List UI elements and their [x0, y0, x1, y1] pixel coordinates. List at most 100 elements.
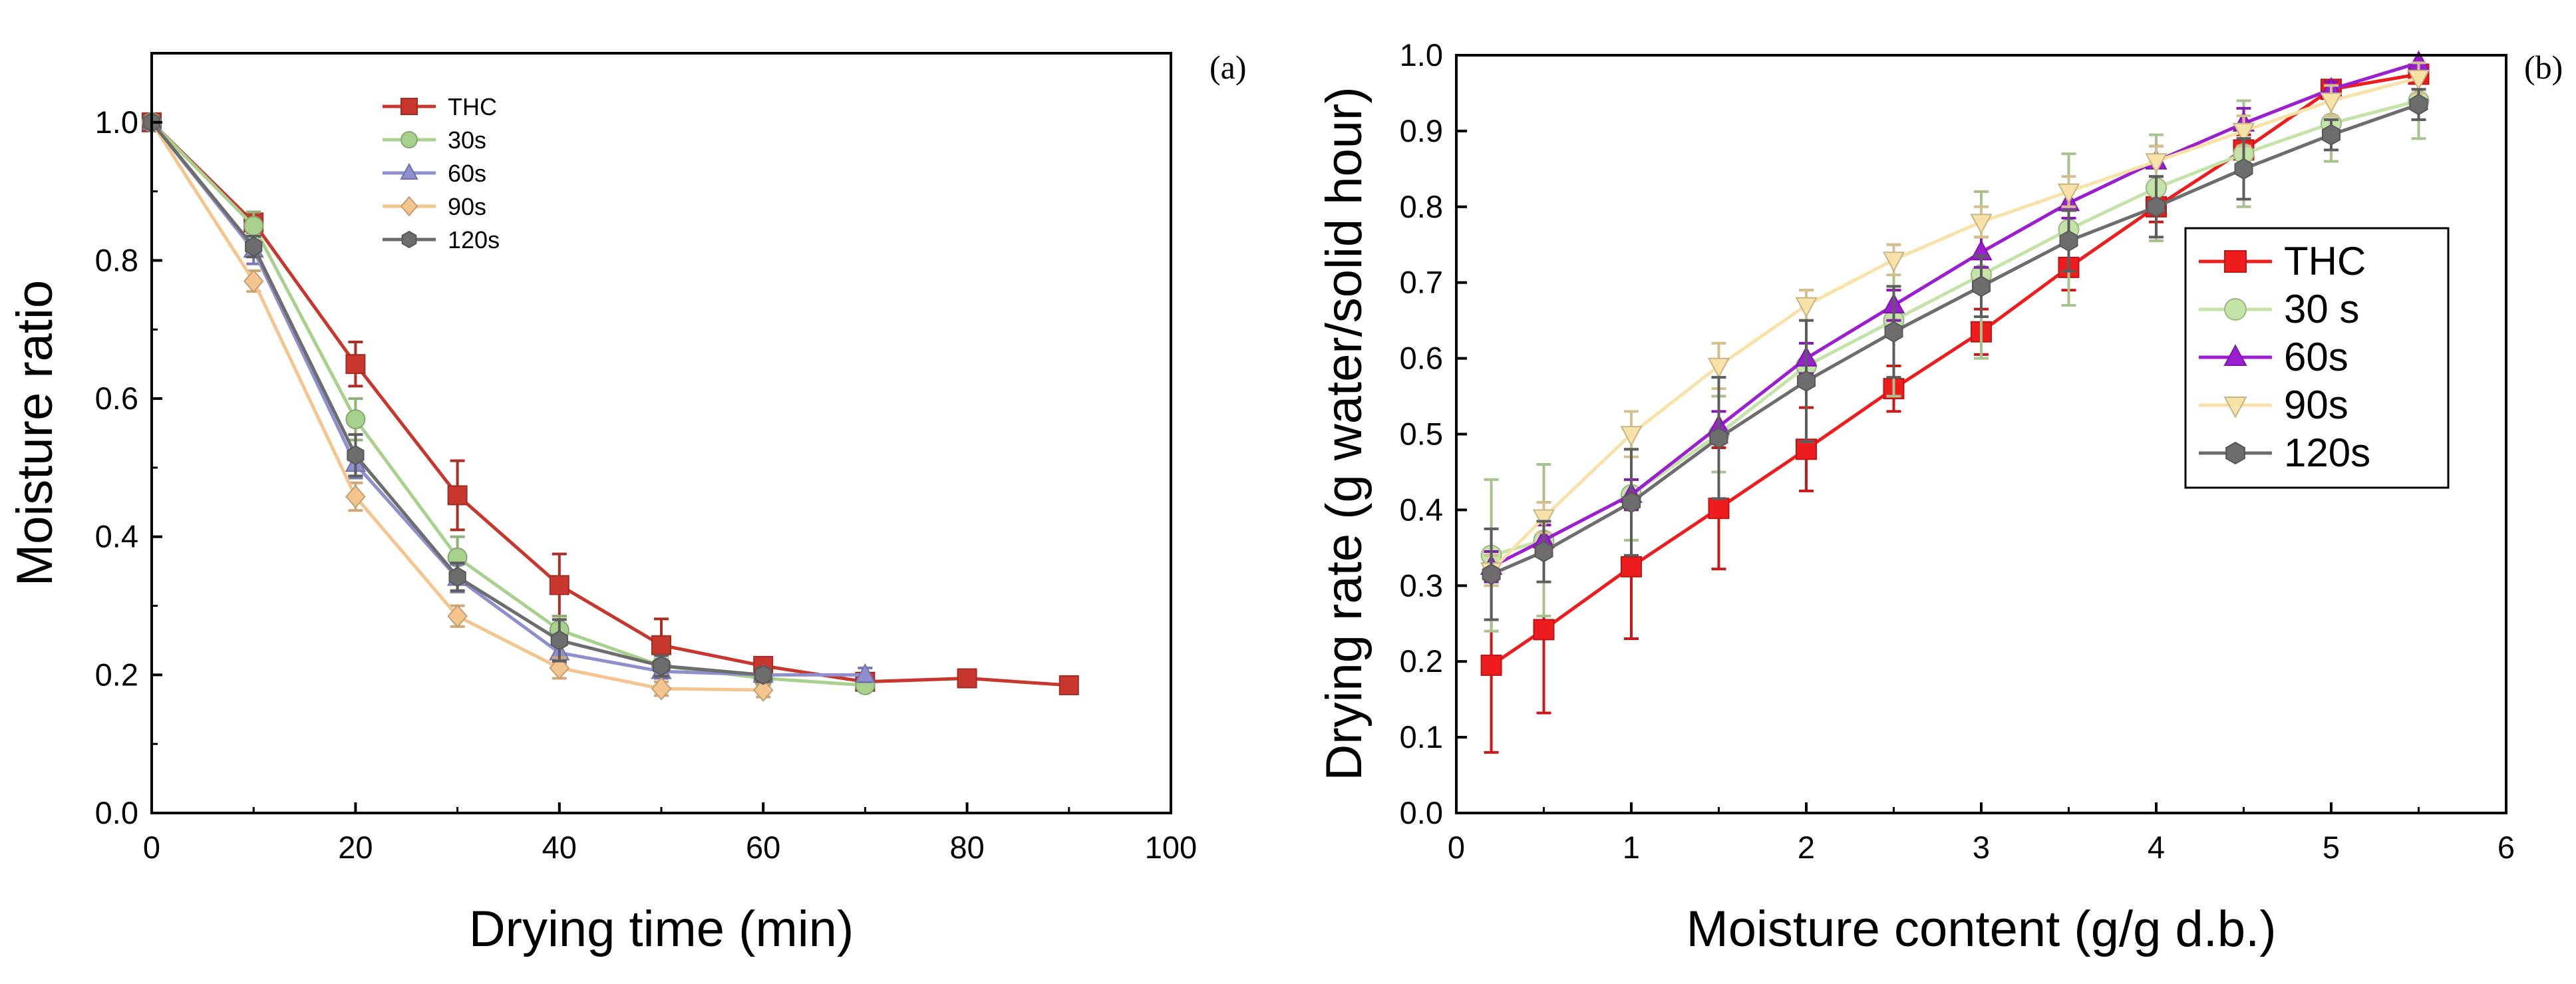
y-tick-label: 1.0: [1400, 37, 1443, 73]
data-point: [1884, 321, 1903, 343]
data-point: [652, 655, 671, 677]
data-point: [550, 630, 568, 651]
series-120s: [1482, 88, 2428, 621]
x-tick-label: 80: [949, 830, 984, 865]
y-tick-label: 1.0: [95, 104, 138, 140]
panel-b-ticks: 0 1 2 3 4 5 6 0.0 0.1 0.2 0.3 0.4 0.5 0.6 0.7 0.8 0.9 1.0: [1400, 37, 2515, 865]
panel-a-x-axis-title: Drying time (min): [469, 901, 854, 957]
x-tick-label: 3: [1973, 830, 1990, 865]
data-point: [1482, 564, 1501, 585]
data-point: [2057, 183, 2080, 204]
data-point: [243, 216, 264, 236]
data-point: [1708, 498, 1730, 520]
x-tick-label: 60: [746, 830, 780, 865]
x-tick-label: 40: [542, 830, 577, 865]
data-point: [2407, 69, 2430, 90]
y-tick-label: 0.8: [1400, 189, 1443, 224]
panel-a-y-axis-title: Moisture ratio: [7, 280, 63, 586]
panel-b-label: (b): [2524, 49, 2563, 86]
legend-marker: [400, 196, 418, 217]
data-point: [243, 269, 264, 293]
x-tick-label: 5: [2323, 830, 2340, 865]
legend-label: 120s: [448, 226, 500, 253]
legend-item: THC: [383, 93, 497, 120]
data-point: [2145, 153, 2168, 174]
data-point: [754, 665, 772, 685]
series-thc: [142, 112, 1079, 695]
data-point: [1058, 675, 1079, 695]
legend-label: THC: [2284, 239, 2366, 283]
legend-item: THC: [2199, 239, 2366, 283]
data-point: [1534, 540, 1553, 563]
x-tick-label: 4: [2148, 830, 2165, 865]
legend-label: 90s: [448, 193, 486, 220]
data-point: [1797, 370, 1816, 392]
legend-label: 30 s: [2284, 287, 2359, 331]
panel-b-y-axis-title: Drying rate (g water/solid hour): [1316, 86, 1372, 780]
data-point: [2147, 196, 2166, 218]
x-tick-label: 2: [1798, 830, 1815, 865]
series-line: [150, 121, 1069, 687]
data-point: [2234, 158, 2253, 180]
y-tick-label: 0.3: [1400, 568, 1443, 603]
data-point: [854, 663, 876, 683]
legend-item: 120s: [2199, 430, 2370, 475]
series-60s: [141, 110, 876, 683]
x-tick-label: 20: [338, 830, 373, 865]
data-point: [2232, 122, 2255, 144]
data-point: [957, 668, 977, 689]
y-tick-label: 0.5: [1400, 416, 1443, 452]
data-point: [2320, 92, 2342, 113]
data-point: [1622, 491, 1641, 514]
panel-b-x-axis-title: Moisture content (g/g d.b.): [1686, 901, 2276, 957]
data-point: [1532, 509, 1555, 530]
y-tick-label: 0.9: [1400, 113, 1443, 148]
x-tick-label: 0: [143, 830, 160, 865]
series-line: [1490, 76, 2420, 572]
y-tick-label: 0.0: [95, 795, 138, 830]
legend-label: 120s: [2284, 430, 2370, 475]
y-tick-label: 0.2: [95, 657, 138, 692]
legend-marker: [401, 230, 417, 249]
data-point: [1795, 297, 1818, 318]
legend-label: 90s: [2284, 383, 2348, 427]
legend-item: 60s: [383, 160, 486, 187]
data-point: [448, 566, 466, 587]
legend-marker: [2223, 397, 2247, 418]
legend-item: 90s: [2199, 383, 2348, 427]
series-line: [1490, 61, 2420, 569]
legend-item: 60s: [2199, 335, 2348, 379]
panel-a-legend: THC 30s 60s 90s 120s: [383, 93, 500, 253]
legend-item: 30s: [383, 126, 486, 154]
panel-a-label: (a): [1209, 49, 1247, 86]
legend-marker: [401, 98, 418, 115]
data-point: [1709, 427, 1728, 449]
y-tick-label: 0.4: [95, 519, 138, 554]
panel-a-ticks: 0 20 40 60 80 100 0.0 0.2 0.4 0.6 0.8 1.0: [95, 104, 1198, 865]
legend-label: 60s: [2284, 335, 2348, 379]
data-point: [1533, 619, 1555, 641]
data-point: [2322, 124, 2340, 146]
data-point: [447, 485, 468, 506]
legend-item: 90s: [383, 193, 486, 220]
series-line: [150, 121, 866, 687]
series-120s: [142, 112, 772, 685]
y-tick-label: 0.6: [95, 381, 138, 416]
y-tick-label: 0.1: [1400, 719, 1443, 754]
legend-marker: [2224, 298, 2247, 321]
legend-marker: [400, 162, 418, 180]
legend-item: 30 s: [2199, 287, 2359, 331]
data-point: [1972, 275, 1991, 297]
data-point: [1882, 251, 1905, 273]
legend-label: 30s: [448, 126, 486, 154]
data-point: [1707, 357, 1730, 379]
y-tick-label: 0.8: [95, 242, 138, 277]
series-line: [1490, 102, 2420, 576]
data-point: [1970, 214, 1993, 235]
x-tick-label: 100: [1145, 830, 1197, 865]
legend-marker: [401, 131, 418, 148]
panel-a: 0 20 40 60 80 100 0.0 0.2 0.4 0.6 0.8 1.0 Drying ti…: [7, 49, 1247, 957]
panel-b: 0 1 2 3 4 5 6 0.0 0.1 0.2 0.3 0.4 0.5 0.6 0.7 0.8 0.9 1.0…: [1316, 37, 2563, 957]
data-point: [1621, 556, 1642, 577]
y-tick-label: 0.0: [1400, 795, 1443, 830]
